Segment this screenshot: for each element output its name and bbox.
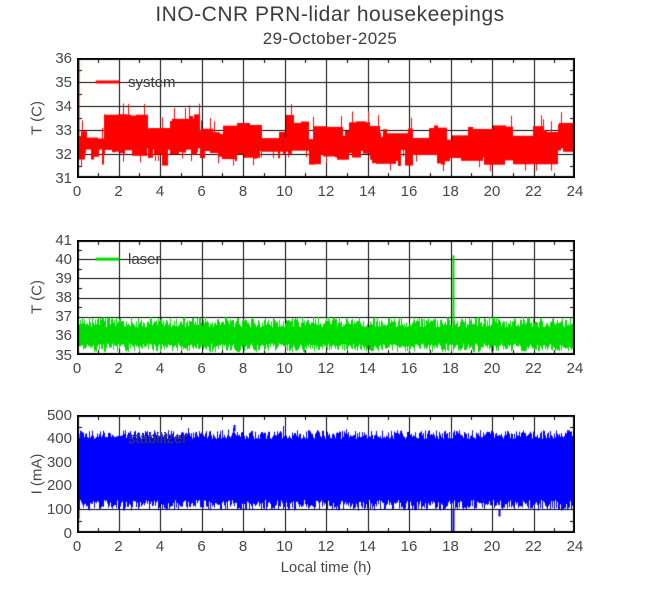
x-tick-label: 2 (114, 360, 123, 377)
x-tick-label: 8 (238, 183, 248, 200)
y-tick-label: 400 (46, 430, 72, 448)
laser-temperature-plot (77, 240, 575, 355)
x-tick-label: 22 (525, 183, 542, 200)
x-tick-label: 20 (483, 183, 501, 200)
y-tick-label: 35 (55, 346, 72, 364)
system-temperature-plot (77, 58, 575, 178)
x-tick-label: 8 (238, 360, 248, 377)
y-tick-label: 32 (55, 145, 72, 163)
y-tick-label: 200 (46, 477, 72, 495)
x-tick-label: 10 (276, 183, 293, 200)
x-tick-label: 16 (400, 360, 418, 377)
x-tick-label: 18 (442, 360, 459, 377)
legend-label-stabilizer: stabilizer (128, 430, 188, 447)
x-tick-label: 10 (276, 360, 293, 377)
x-tick-label: 16 (400, 183, 418, 200)
x-tick-label: 24 (566, 183, 584, 200)
x-tick-label: 6 (197, 360, 206, 377)
x-tick-label: 12 (317, 538, 335, 555)
x-tick-label: 20 (483, 538, 501, 555)
legend-label-laser: laser (128, 251, 161, 268)
y-tick-label: 36 (55, 327, 72, 345)
x-tick-label: 18 (442, 183, 459, 200)
x-tick-label: 24 (566, 360, 584, 377)
legend-label-system: system (128, 74, 176, 91)
x-tick-label: 12 (317, 360, 335, 377)
stabilizer-current-plot (77, 415, 575, 533)
x-tick-label: 8 (238, 538, 248, 555)
x-tick-label: 4 (155, 538, 165, 555)
y-tick-label: 40 (55, 250, 72, 268)
x-tick-label: 2 (114, 538, 123, 555)
x-tick-label: 14 (359, 360, 376, 377)
x-tick-label: 16 (400, 538, 418, 555)
figure-date-subtitle: 29-October-2025 (262, 29, 398, 48)
y-tick-label: 34 (55, 97, 72, 115)
y-tick-label: 100 (46, 500, 72, 518)
y-tick-label: 38 (55, 289, 72, 306)
x-tick-label: 0 (72, 360, 82, 377)
x-tick-label: 10 (276, 538, 293, 555)
x-tick-label: 12 (317, 183, 335, 200)
x-tick-label: 4 (155, 183, 165, 200)
y-tick-label: 300 (46, 453, 72, 471)
x-tick-label: 14 (359, 183, 376, 200)
x-tick-label: 0 (72, 538, 82, 555)
y-tick-label: 0 (63, 524, 72, 542)
x-tick-label: 18 (442, 538, 459, 555)
y-tick-label: 37 (55, 308, 72, 326)
x-axis-title: Local time (h) (280, 559, 372, 576)
x-tick-label: 24 (566, 538, 584, 555)
x-tick-label: 14 (359, 538, 376, 555)
figure-title: INO-CNR PRN-lidar housekeepings (155, 3, 505, 26)
x-tick-label: 4 (155, 360, 165, 377)
y-tick-label: 39 (55, 269, 72, 287)
x-tick-label: 0 (72, 183, 82, 200)
x-tick-label: 22 (525, 538, 542, 555)
y-tick-label: 36 (55, 49, 72, 67)
y-tick-label: 41 (55, 231, 72, 249)
y-tick-label: 500 (46, 406, 72, 424)
y-tick-label: 31 (55, 169, 72, 187)
x-tick-label: 6 (197, 183, 206, 200)
x-tick-label: 2 (114, 183, 123, 200)
x-tick-label: 6 (197, 538, 206, 555)
y-tick-label: 33 (55, 121, 72, 139)
x-tick-label: 22 (525, 360, 542, 377)
y-tick-label: 35 (55, 73, 72, 91)
x-tick-label: 20 (483, 360, 501, 377)
